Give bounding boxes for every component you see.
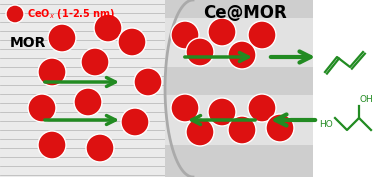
Text: HO: HO [319,120,333,129]
Bar [165,145,313,177]
Bar [165,0,313,18]
Circle shape [228,41,256,69]
Circle shape [208,18,236,46]
Bar [165,95,313,145]
Text: CeO$_x$ (1-2.5 nm): CeO$_x$ (1-2.5 nm) [27,7,116,21]
Circle shape [38,58,66,86]
Text: OH: OH [360,95,374,104]
Circle shape [171,94,199,122]
Circle shape [94,14,122,42]
Circle shape [38,131,66,159]
Bar [165,67,313,95]
Circle shape [248,94,276,122]
Circle shape [266,114,294,142]
Circle shape [186,38,214,66]
Circle shape [186,118,214,146]
Circle shape [228,116,256,144]
Circle shape [6,5,24,23]
Bar [165,18,313,67]
Circle shape [81,48,109,76]
Circle shape [134,68,162,96]
Circle shape [121,108,149,136]
Circle shape [118,28,146,56]
Circle shape [28,94,56,122]
Circle shape [208,98,236,126]
Text: MOR: MOR [10,36,46,50]
Circle shape [86,134,114,162]
Circle shape [48,24,76,52]
Circle shape [171,21,199,49]
Text: Ce@MOR: Ce@MOR [203,4,287,22]
Circle shape [74,88,102,116]
Bar [0,0,165,177]
Circle shape [248,21,276,49]
